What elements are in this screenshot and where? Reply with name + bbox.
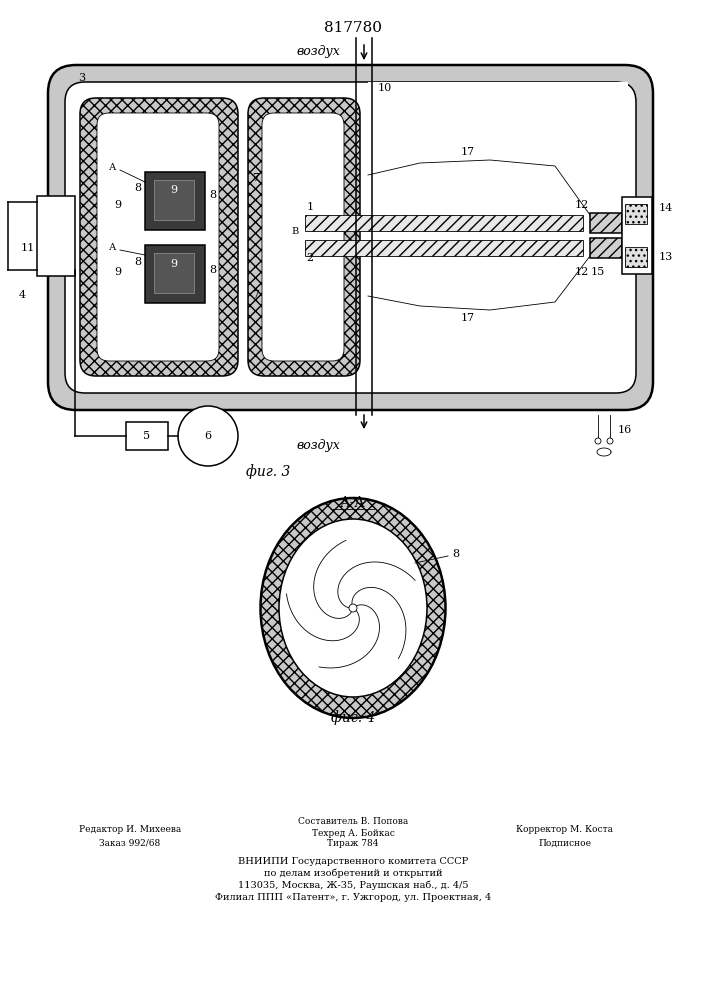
Bar [625,247,647,267]
Text: фиг. 3: фиг. 3 [246,465,290,479]
Ellipse shape [260,498,445,718]
Text: воздух: воздух [296,438,340,452]
Bar [154,180,194,220]
Text: Тираж 784: Тираж 784 [327,840,379,848]
Text: 8: 8 [452,549,459,559]
Text: 3: 3 [78,73,86,83]
Text: 10: 10 [378,83,392,93]
Text: А: А [110,163,117,172]
Text: 2: 2 [306,253,314,263]
FancyBboxPatch shape [262,113,344,361]
Text: Корректор М. Коста: Корректор М. Коста [517,826,614,834]
Text: 4: 4 [18,290,25,300]
Text: 6: 6 [204,431,211,441]
Circle shape [607,438,613,444]
Bar [37,196,75,276]
Text: 5: 5 [144,431,151,441]
Circle shape [178,406,238,466]
Text: 9: 9 [170,259,177,269]
Text: фиг. 4: фиг. 4 [331,711,375,725]
Bar [145,172,205,230]
Text: 9: 9 [115,200,122,210]
Text: ВНИИПИ Государственного комитета СССР: ВНИИПИ Государственного комитета СССР [238,856,468,865]
Text: 9: 9 [170,185,177,195]
Bar [305,215,583,231]
Text: 16: 16 [618,425,632,435]
Text: Техред А. Бойкас: Техред А. Бойкас [312,828,395,838]
Text: 14: 14 [659,203,673,213]
Text: 15: 15 [591,267,605,277]
Text: 17: 17 [461,147,475,157]
Text: А-А: А-А [340,496,366,510]
Text: А: А [110,243,117,252]
Text: Редактор И. Михеева: Редактор И. Михеева [79,826,181,834]
Bar [154,253,194,293]
Bar [625,204,647,224]
Text: Подписное: Подписное [539,838,592,848]
Circle shape [595,438,601,444]
Bar [145,245,205,303]
Text: 8: 8 [209,190,216,200]
Text: 817780: 817780 [324,21,382,35]
Text: 7: 7 [252,173,259,183]
Circle shape [349,604,357,612]
Text: 12: 12 [575,267,589,277]
Text: 9: 9 [115,267,122,277]
Bar [622,197,652,274]
Text: 8: 8 [209,265,216,275]
Text: 12: 12 [575,200,589,210]
FancyBboxPatch shape [48,65,653,410]
Ellipse shape [279,519,427,697]
Bar [590,213,622,233]
Text: 7: 7 [252,290,259,300]
FancyBboxPatch shape [80,98,238,376]
Text: 13: 13 [659,252,673,262]
Text: 113035, Москва, Ж-35, Раушская наб., д. 4/5: 113035, Москва, Ж-35, Раушская наб., д. … [238,880,468,890]
Text: по делам изобретений и открытий: по делам изобретений и открытий [264,868,443,878]
Bar [368,82,628,387]
Text: воздух: воздух [296,45,340,58]
Text: Заказ 992/68: Заказ 992/68 [100,838,160,848]
Bar [590,238,622,258]
Text: Составитель В. Попова: Составитель В. Попова [298,818,408,826]
Text: 11: 11 [21,243,35,253]
Bar [126,422,168,450]
Text: B: B [291,228,298,236]
FancyBboxPatch shape [97,113,219,361]
FancyBboxPatch shape [248,98,360,376]
Text: Филиал ППП «Патент», г. Ужгород, ул. Проектная, 4: Филиал ППП «Патент», г. Ужгород, ул. Про… [215,892,491,902]
FancyBboxPatch shape [65,82,636,393]
Text: 8: 8 [134,257,141,267]
Text: 8: 8 [134,183,141,193]
Text: 17: 17 [461,313,475,323]
Bar [305,240,583,256]
Text: 1: 1 [306,202,314,212]
